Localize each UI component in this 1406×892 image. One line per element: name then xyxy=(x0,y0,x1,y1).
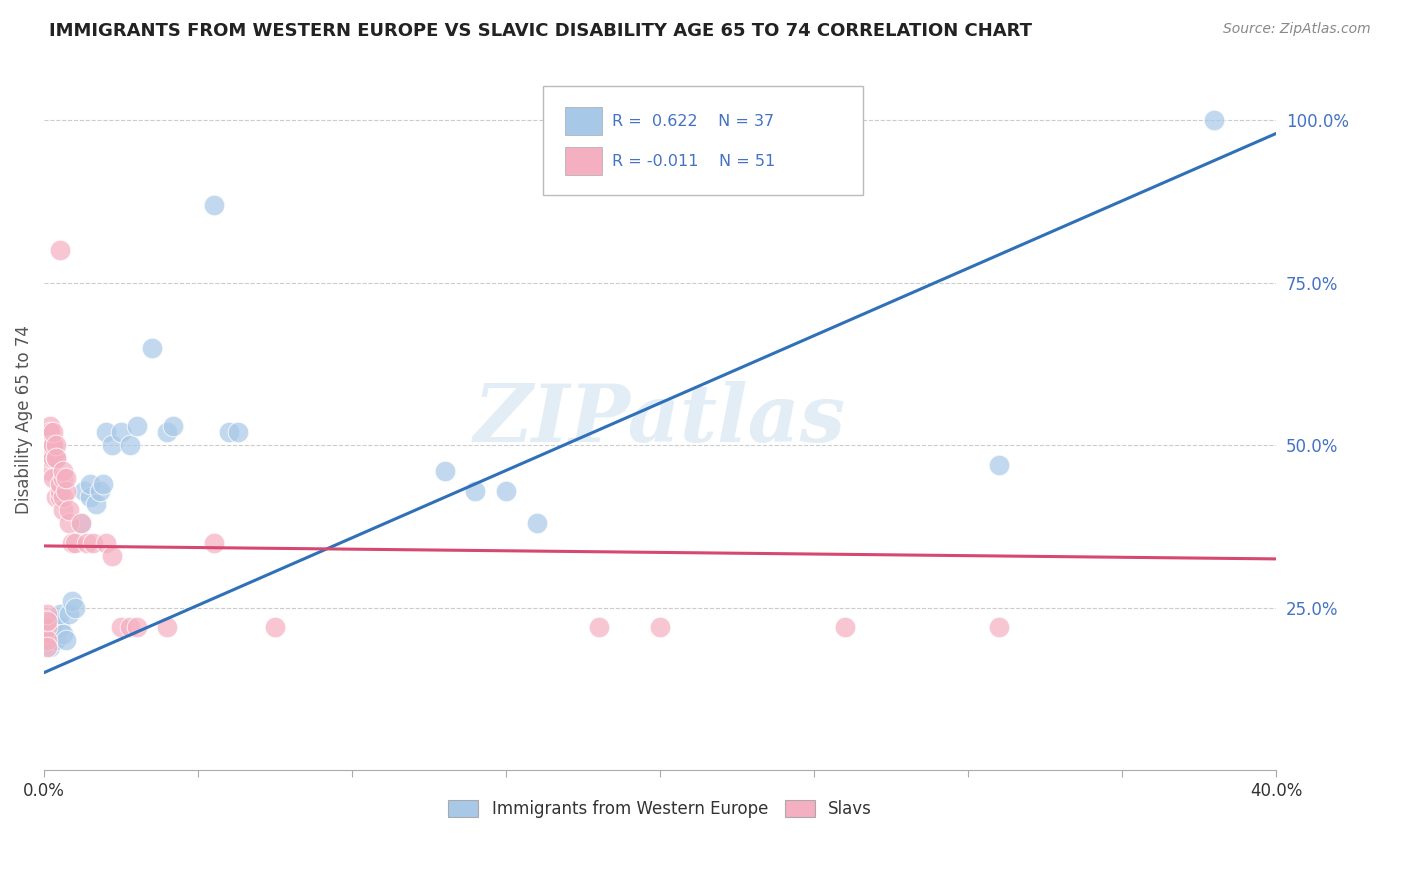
Slavs xyxy=(42,471,65,485)
Immigrants from Western Europe xyxy=(101,438,124,452)
Slavs xyxy=(202,535,225,549)
Slavs xyxy=(58,516,80,531)
Slavs xyxy=(37,607,59,621)
Immigrants from Western Europe xyxy=(91,477,114,491)
Slavs xyxy=(834,620,856,634)
Bar xyxy=(565,147,602,175)
Slavs xyxy=(48,490,70,504)
Slavs xyxy=(94,535,117,549)
Y-axis label: Disability Age 65 to 74: Disability Age 65 to 74 xyxy=(15,325,32,514)
Slavs xyxy=(42,438,65,452)
Immigrants from Western Europe xyxy=(48,607,70,621)
Immigrants from Western Europe xyxy=(79,477,101,491)
Immigrants from Western Europe xyxy=(42,626,65,640)
Immigrants from Western Europe xyxy=(110,425,132,440)
Slavs xyxy=(52,464,75,478)
Slavs xyxy=(48,477,70,491)
Immigrants from Western Europe xyxy=(37,633,59,648)
Immigrants from Western Europe xyxy=(464,483,486,498)
Immigrants from Western Europe xyxy=(39,620,62,634)
Text: IMMIGRANTS FROM WESTERN EUROPE VS SLAVIC DISABILITY AGE 65 TO 74 CORRELATION CHA: IMMIGRANTS FROM WESTERN EUROPE VS SLAVIC… xyxy=(49,22,1032,40)
Slavs xyxy=(55,471,77,485)
Immigrants from Western Europe xyxy=(120,438,142,452)
Slavs xyxy=(37,633,59,648)
Slavs xyxy=(52,471,75,485)
Slavs xyxy=(32,633,55,648)
Slavs xyxy=(39,425,62,440)
Immigrants from Western Europe xyxy=(125,418,148,433)
Slavs xyxy=(37,640,59,654)
Slavs xyxy=(32,620,55,634)
Slavs xyxy=(55,483,77,498)
Immigrants from Western Europe xyxy=(42,614,65,628)
Immigrants from Western Europe xyxy=(70,516,93,531)
Slavs xyxy=(48,244,70,258)
Immigrants from Western Europe xyxy=(39,640,62,654)
Slavs xyxy=(42,425,65,440)
Immigrants from Western Europe xyxy=(45,633,67,648)
Immigrants from Western Europe xyxy=(89,483,111,498)
Immigrants from Western Europe xyxy=(55,633,77,648)
Slavs xyxy=(70,516,93,531)
Slavs xyxy=(39,418,62,433)
Slavs xyxy=(63,535,86,549)
Immigrants from Western Europe xyxy=(60,594,83,608)
Bar xyxy=(565,107,602,136)
Immigrants from Western Europe xyxy=(218,425,240,440)
Slavs xyxy=(37,614,59,628)
Slavs xyxy=(42,438,65,452)
Slavs xyxy=(42,451,65,466)
Slavs xyxy=(125,620,148,634)
Immigrants from Western Europe xyxy=(433,464,456,478)
Immigrants from Western Europe xyxy=(73,483,96,498)
Text: ZIPatlas: ZIPatlas xyxy=(474,381,846,458)
Immigrants from Western Europe xyxy=(52,626,75,640)
Slavs xyxy=(39,464,62,478)
Slavs xyxy=(39,438,62,452)
Immigrants from Western Europe xyxy=(79,490,101,504)
Slavs xyxy=(264,620,287,634)
Immigrants from Western Europe xyxy=(94,425,117,440)
Text: R = -0.011    N = 51: R = -0.011 N = 51 xyxy=(612,153,775,169)
Slavs xyxy=(39,451,62,466)
Slavs xyxy=(32,626,55,640)
Slavs xyxy=(45,438,67,452)
Immigrants from Western Europe xyxy=(156,425,179,440)
Slavs xyxy=(45,490,67,504)
Immigrants from Western Europe xyxy=(63,600,86,615)
Slavs xyxy=(52,490,75,504)
Slavs xyxy=(120,620,142,634)
Slavs xyxy=(588,620,610,634)
Slavs xyxy=(110,620,132,634)
Slavs xyxy=(58,503,80,517)
Slavs xyxy=(76,535,98,549)
Slavs xyxy=(101,549,124,563)
Text: R =  0.622    N = 37: R = 0.622 N = 37 xyxy=(612,113,775,128)
Immigrants from Western Europe xyxy=(48,620,70,634)
Slavs xyxy=(52,503,75,517)
Immigrants from Western Europe xyxy=(987,458,1010,472)
Slavs xyxy=(987,620,1010,634)
Immigrants from Western Europe xyxy=(162,418,184,433)
Immigrants from Western Europe xyxy=(526,516,548,531)
Slavs xyxy=(60,535,83,549)
Slavs xyxy=(48,483,70,498)
Slavs xyxy=(37,620,59,634)
Slavs xyxy=(648,620,671,634)
Slavs xyxy=(82,535,104,549)
Immigrants from Western Europe xyxy=(495,483,517,498)
Slavs xyxy=(45,451,67,466)
Immigrants from Western Europe xyxy=(1204,113,1226,128)
Immigrants from Western Europe xyxy=(141,341,163,355)
Text: Source: ZipAtlas.com: Source: ZipAtlas.com xyxy=(1223,22,1371,37)
Slavs xyxy=(156,620,179,634)
Immigrants from Western Europe xyxy=(202,198,225,212)
Slavs xyxy=(45,451,67,466)
Immigrants from Western Europe xyxy=(226,425,249,440)
Legend: Immigrants from Western Europe, Slavs: Immigrants from Western Europe, Slavs xyxy=(441,793,879,825)
Immigrants from Western Europe xyxy=(86,497,108,511)
FancyBboxPatch shape xyxy=(543,86,863,194)
Immigrants from Western Europe xyxy=(58,607,80,621)
